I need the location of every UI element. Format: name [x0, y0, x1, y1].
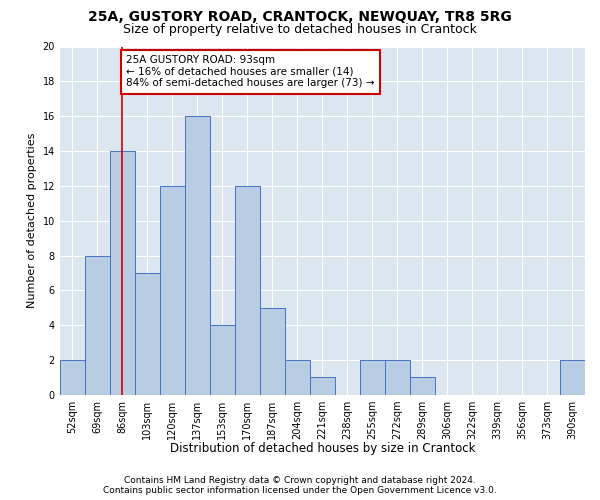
Bar [210, 325, 235, 395]
Bar [135, 273, 160, 395]
Text: Contains HM Land Registry data © Crown copyright and database right 2024.: Contains HM Land Registry data © Crown c… [124, 476, 476, 485]
Bar [260, 308, 285, 395]
Text: Size of property relative to detached houses in Crantock: Size of property relative to detached ho… [123, 22, 477, 36]
Bar [410, 378, 435, 395]
Bar [560, 360, 585, 395]
Text: Contains public sector information licensed under the Open Government Licence v3: Contains public sector information licen… [103, 486, 497, 495]
Text: 25A GUSTORY ROAD: 93sqm
← 16% of detached houses are smaller (14)
84% of semi-de: 25A GUSTORY ROAD: 93sqm ← 16% of detache… [126, 55, 374, 88]
Text: 25A, GUSTORY ROAD, CRANTOCK, NEWQUAY, TR8 5RG: 25A, GUSTORY ROAD, CRANTOCK, NEWQUAY, TR… [88, 10, 512, 24]
Bar [385, 360, 410, 395]
X-axis label: Distribution of detached houses by size in Crantock: Distribution of detached houses by size … [170, 442, 475, 455]
Bar [235, 186, 260, 395]
Y-axis label: Number of detached properties: Number of detached properties [27, 133, 37, 308]
Bar [310, 378, 335, 395]
Bar [185, 116, 210, 395]
Bar [60, 360, 85, 395]
Bar [285, 360, 310, 395]
Bar [360, 360, 385, 395]
Bar [85, 256, 110, 395]
Bar [160, 186, 185, 395]
Bar [110, 151, 135, 395]
